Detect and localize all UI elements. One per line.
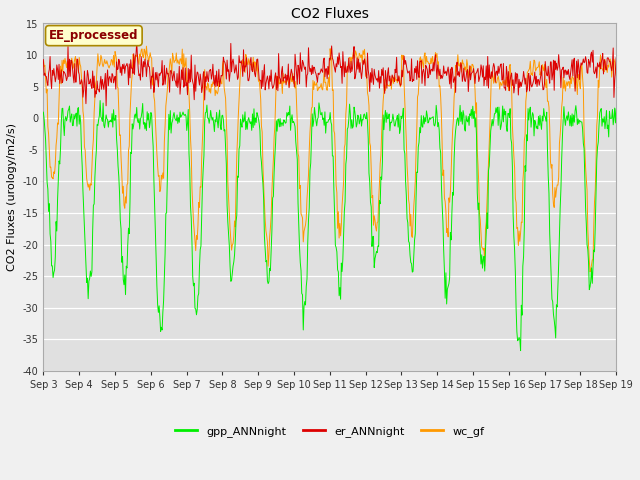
Text: EE_processed: EE_processed bbox=[49, 29, 139, 42]
Legend: gpp_ANNnight, er_ANNnight, wc_gf: gpp_ANNnight, er_ANNnight, wc_gf bbox=[171, 421, 489, 442]
Y-axis label: CO2 Fluxes (urology/m2/s): CO2 Fluxes (urology/m2/s) bbox=[7, 123, 17, 271]
Title: CO2 Fluxes: CO2 Fluxes bbox=[291, 7, 369, 21]
